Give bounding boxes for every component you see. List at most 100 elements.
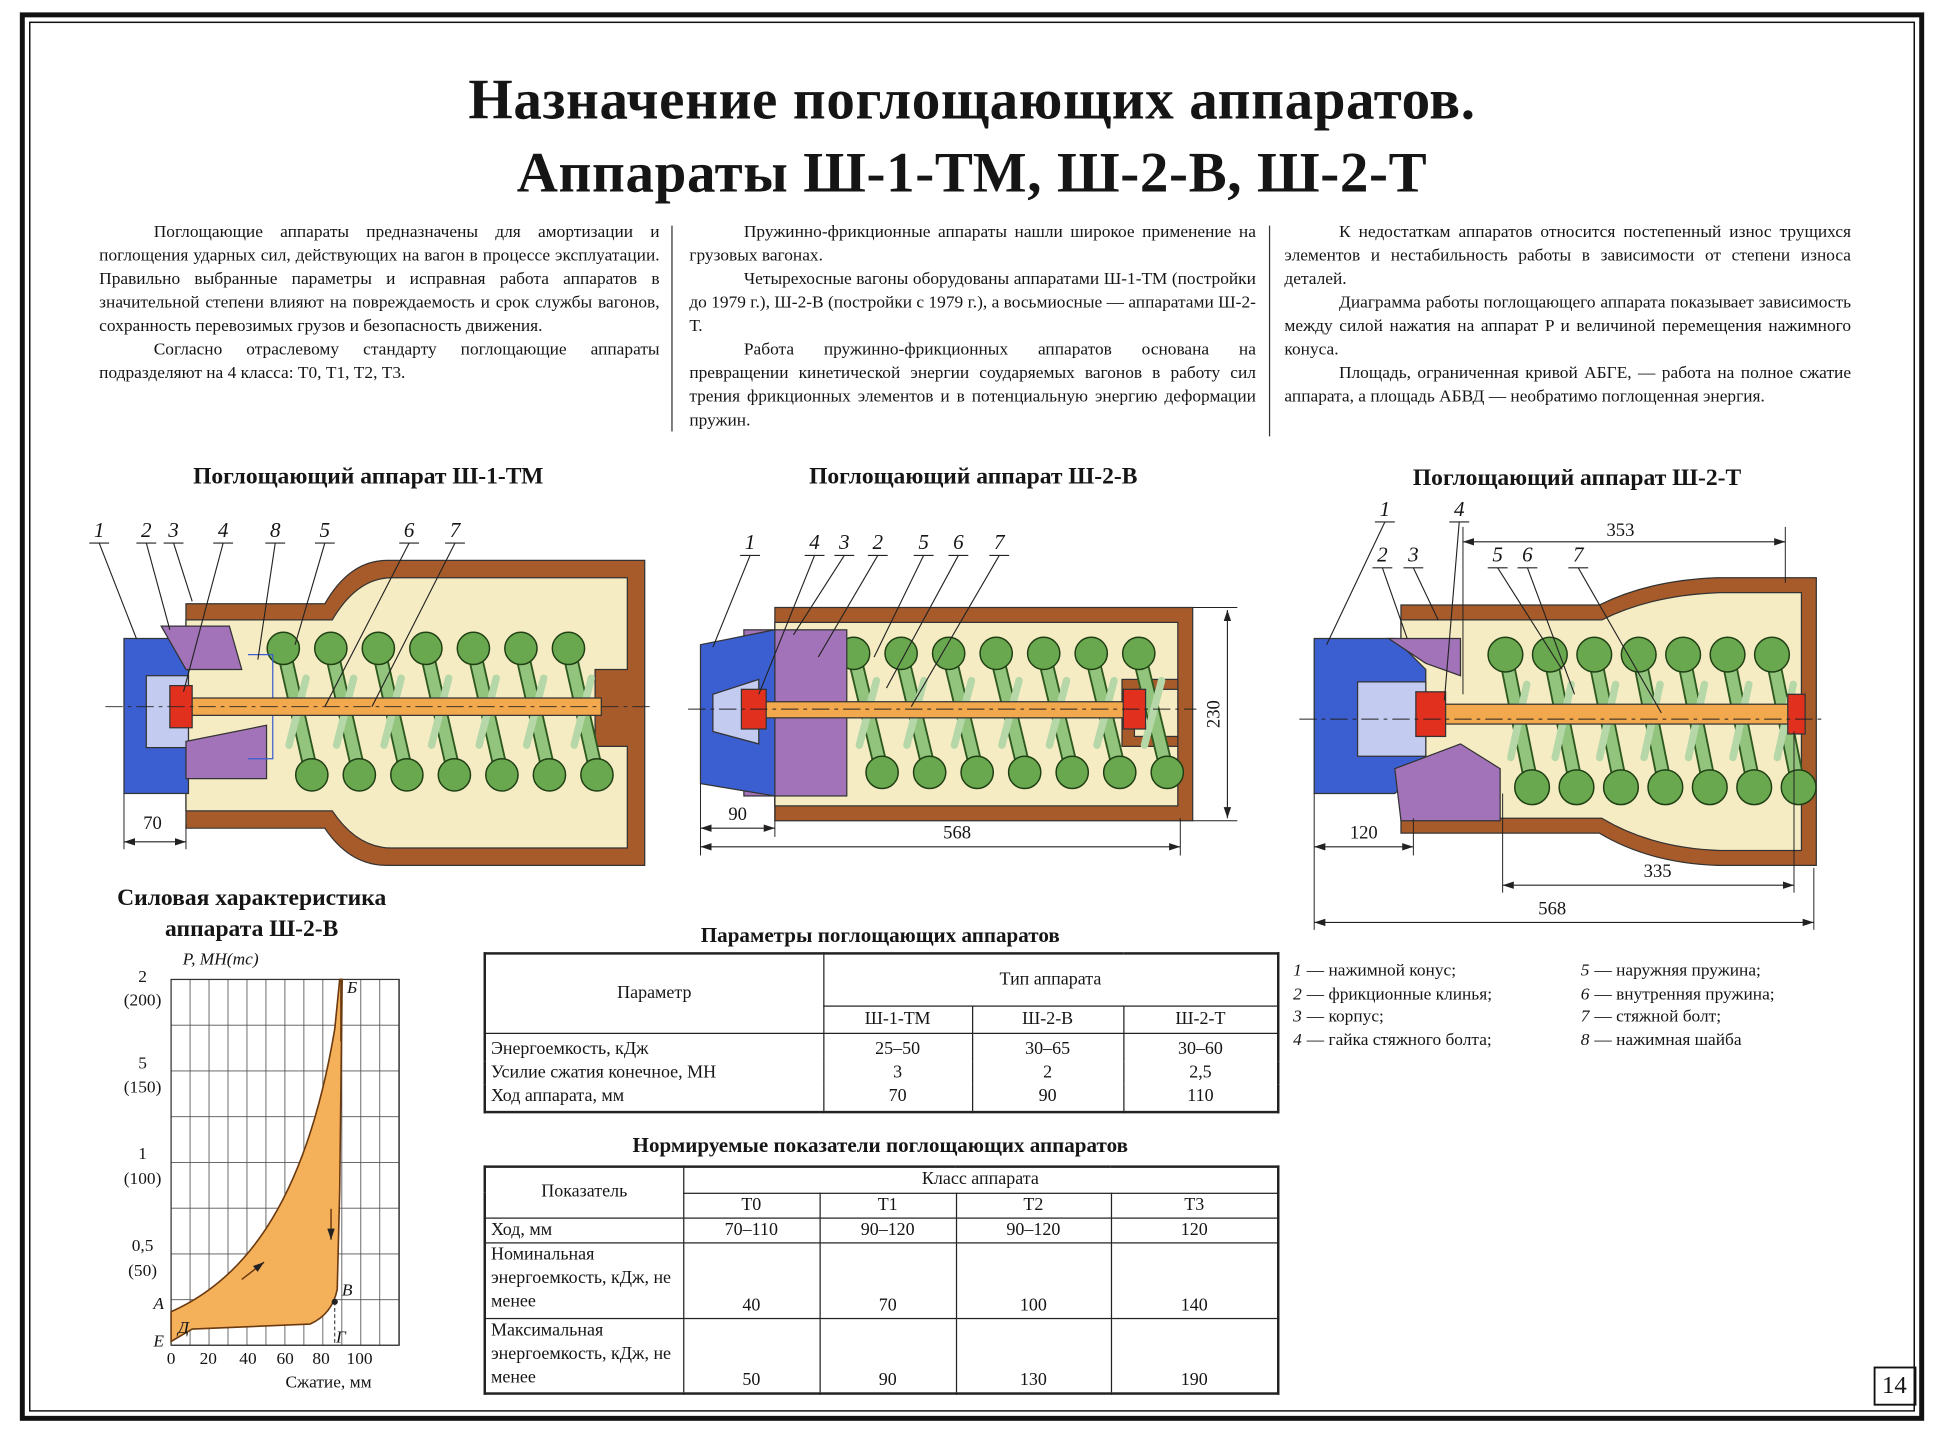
legend-number: 4 xyxy=(1293,1031,1302,1051)
legend-text: — фрикционные клинья; xyxy=(1306,985,1493,1005)
table-row: Ход, мм 70–110 90–120 90–120 120 xyxy=(484,1216,1279,1243)
legend-text: — нажимная шайба xyxy=(1594,1031,1742,1051)
y-tick-label: (150) xyxy=(123,1078,162,1098)
chart-title: Силовая характеристика xyxy=(117,885,387,912)
legend-item: 4— гайка стяжного болта; xyxy=(1293,1032,1492,1052)
legend-text: — внутренняя пружина; xyxy=(1594,985,1775,1005)
spring-section xyxy=(1665,636,1702,673)
leader-line xyxy=(294,542,326,645)
title: Назначение поглощающих аппаратов. xyxy=(468,67,1476,131)
legend-text: — корпус; xyxy=(1306,1007,1384,1027)
leader-line xyxy=(873,555,925,658)
y-tick-label: 2 xyxy=(138,968,147,987)
legend-item: 2— фрикционные клинья; xyxy=(1293,986,1492,1006)
leader-line xyxy=(173,542,193,602)
x-tick-label: 40 xyxy=(239,1350,257,1369)
point-letter: В xyxy=(341,1281,353,1301)
part-number: 2 xyxy=(141,518,152,542)
spring-section xyxy=(409,631,443,666)
leader-line xyxy=(793,555,845,636)
part-number: 6 xyxy=(1522,543,1533,567)
part-number: 3 xyxy=(839,530,850,555)
leader-line xyxy=(145,542,171,630)
table-cell: 100 xyxy=(955,1241,1112,1319)
spring-section xyxy=(979,636,1014,671)
dimension-label: 353 xyxy=(1606,521,1635,542)
point-letter: Е xyxy=(153,1332,165,1352)
legend-text: — гайка стяжного болта; xyxy=(1306,1031,1492,1051)
legend-number: 7 xyxy=(1580,1007,1590,1027)
spring-section xyxy=(1531,636,1568,673)
spring-section xyxy=(1558,769,1595,806)
spring-section xyxy=(931,636,966,671)
legend-item: 3— корпус; xyxy=(1293,1008,1384,1028)
spring-section xyxy=(551,631,586,666)
title: Аппараты Ш-1-ТМ, Ш-2-В, Ш-2-Т xyxy=(516,140,1428,204)
table-cell: Т1 xyxy=(818,1192,957,1219)
spring-section xyxy=(865,755,899,790)
spring-section xyxy=(389,758,424,792)
table-cell: Показатель xyxy=(484,1166,684,1219)
legend-number: 1 xyxy=(1293,962,1302,981)
table-row: Ш-1-ТМ Ш-2-В Ш-2-Т xyxy=(485,1004,1279,1034)
dimension-label: 568 xyxy=(943,823,972,844)
y-tick-label: 5 xyxy=(138,1055,147,1074)
part-number: 5 xyxy=(1492,543,1503,567)
table-cell: Класс аппарата xyxy=(682,1166,1279,1194)
table-cell: 50 xyxy=(682,1317,821,1395)
spring-section xyxy=(456,631,491,666)
point-letter: Г xyxy=(336,1329,346,1348)
table-cell: 190 xyxy=(1110,1317,1279,1395)
chart-border xyxy=(170,978,400,1346)
chart-title: аппарата Ш-2-В xyxy=(165,916,339,943)
table-cell: 30–65 xyxy=(971,1032,1124,1061)
table-cell: 130 xyxy=(955,1317,1112,1395)
leader-line xyxy=(98,542,137,639)
part-number: 3 xyxy=(168,518,179,542)
leader-line xyxy=(1412,567,1439,621)
part-number: 1 xyxy=(1379,497,1391,521)
leader-line xyxy=(817,555,879,658)
table-cell: 110 xyxy=(1122,1084,1279,1112)
friction-wedge xyxy=(185,724,268,780)
frame-outer xyxy=(19,12,1925,1421)
dimension-label: 568 xyxy=(1538,899,1567,920)
x-tick-label: 0 xyxy=(166,1350,176,1369)
leader-line xyxy=(910,555,1000,707)
part-number: 2 xyxy=(1377,543,1388,567)
text-column: К недостаткам аппаратов относится постеп… xyxy=(1284,221,1851,409)
table-row: Т0 Т1 Т2 Т3 xyxy=(485,1192,1279,1219)
inner-spring-coil xyxy=(1140,676,1166,749)
table-row: Максимальная энергоемкость, кДж, не мене… xyxy=(484,1317,1279,1395)
table-cell: 90–120 xyxy=(955,1216,1112,1243)
y-tick-label: (100) xyxy=(123,1170,162,1189)
leader-line xyxy=(182,542,224,692)
legend-item: 7— стяжной болт; xyxy=(1581,1008,1721,1028)
spring-section xyxy=(1055,755,1090,790)
paragraph: Поглощающие аппараты предназначены для а… xyxy=(99,223,660,336)
paragraph: Площадь, ограниченная кривой АБГЕ, — раб… xyxy=(1284,364,1852,407)
legend-number: 6 xyxy=(1580,985,1590,1005)
legend-item: 1— нажимной конус; xyxy=(1293,962,1456,982)
table-cell: Ход, мм xyxy=(484,1216,684,1243)
table-row: Показатель Класс аппарата xyxy=(484,1166,1279,1219)
leader-line xyxy=(1326,521,1386,645)
table-cell: 70 xyxy=(818,1241,957,1319)
legend-text: — наружняя пружина; xyxy=(1594,962,1761,981)
device-title: Поглощающий аппарат Ш-2-В xyxy=(809,463,1138,490)
table-cell: 25–50 xyxy=(822,1032,973,1061)
table-cell: 90 xyxy=(818,1317,957,1395)
legend-item: 6— внутренняя пружина; xyxy=(1581,986,1775,1006)
spring-section xyxy=(1709,636,1746,673)
table-cell: Ш-1-ТМ xyxy=(822,1004,973,1034)
device-title: Поглощающий аппарат Ш-2-Т xyxy=(1412,464,1742,491)
point-letter: Б xyxy=(346,979,358,999)
y-tick-label: (200) xyxy=(123,991,162,1011)
table: Параметр Тип аппарата Ш-1-ТМ Ш-2-В Ш-2-Т Энер… xyxy=(483,952,1280,1113)
dimension-label: 335 xyxy=(1643,862,1672,883)
table-cell: 120 xyxy=(1110,1216,1279,1243)
spring-section xyxy=(1102,755,1137,790)
y-tick-label: 1 xyxy=(138,1145,147,1165)
spring-section xyxy=(1487,636,1524,673)
